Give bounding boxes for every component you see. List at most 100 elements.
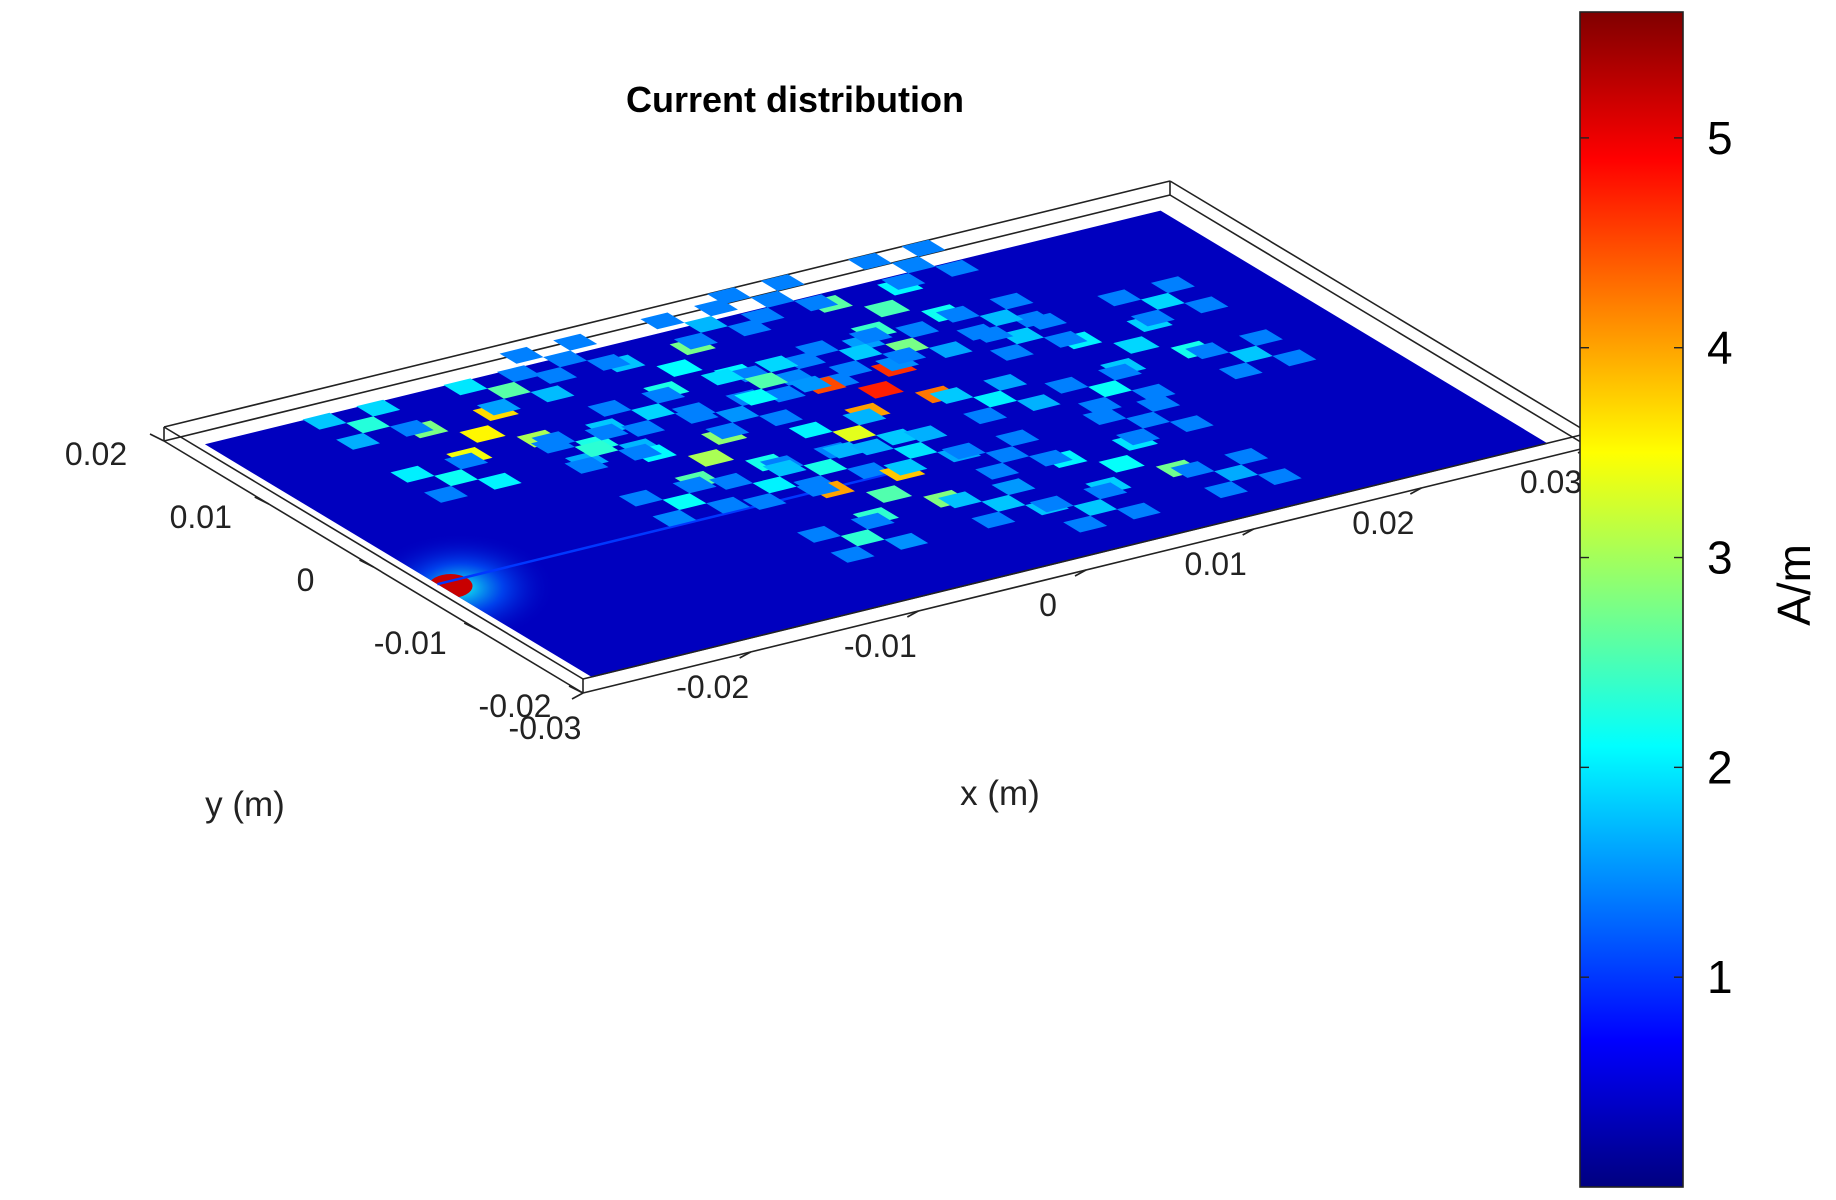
element-cell bbox=[1116, 428, 1160, 446]
element-cell bbox=[760, 274, 805, 291]
element-cell bbox=[389, 419, 434, 437]
element-cell bbox=[497, 365, 541, 383]
box-edge-front bbox=[582, 432, 1590, 680]
element-cell bbox=[1170, 461, 1215, 478]
element-cell bbox=[587, 399, 632, 417]
element-cell bbox=[530, 385, 575, 403]
x-tick bbox=[571, 692, 584, 700]
element-cell bbox=[788, 421, 833, 439]
element-cell bbox=[444, 452, 489, 470]
axis-ticks: -0.03-0.02-0.0100.010.020.03-0.02-0.0100… bbox=[65, 433, 1590, 746]
element-cell bbox=[553, 333, 598, 351]
element-cell bbox=[742, 493, 787, 510]
y-tick-label: -0.02 bbox=[479, 688, 552, 724]
element-cell bbox=[928, 341, 973, 358]
element-cell bbox=[1023, 312, 1067, 330]
element-cell bbox=[840, 529, 885, 547]
element-cell bbox=[641, 386, 686, 404]
chart-title: Current distribution bbox=[626, 79, 964, 120]
element-cell bbox=[673, 332, 718, 350]
element-cell bbox=[618, 443, 663, 461]
element-cell bbox=[838, 343, 883, 361]
element-cell bbox=[706, 496, 751, 514]
y-tick bbox=[568, 685, 584, 694]
element-cell bbox=[715, 405, 760, 423]
element-cell bbox=[971, 511, 1016, 529]
element-cell bbox=[895, 321, 940, 338]
element-cell bbox=[1063, 515, 1108, 533]
element-cell bbox=[969, 326, 1014, 343]
colorbar-tick-label: 1 bbox=[1707, 951, 1733, 1003]
element-cell bbox=[656, 359, 703, 377]
element-cell bbox=[935, 305, 980, 323]
element-cell bbox=[941, 442, 986, 460]
box-edge-back bbox=[163, 426, 584, 680]
element-cell bbox=[1214, 464, 1259, 482]
box-edge-back bbox=[163, 180, 1171, 428]
element-cell bbox=[973, 390, 1018, 408]
y-tick-label: 0.02 bbox=[65, 436, 127, 472]
element-cell bbox=[621, 420, 666, 437]
element-cell bbox=[882, 347, 927, 365]
element-cell bbox=[995, 429, 1040, 447]
element-cell bbox=[1088, 380, 1132, 398]
element-cell bbox=[652, 509, 697, 527]
element-cell bbox=[1184, 296, 1229, 314]
element-cell bbox=[1097, 289, 1142, 307]
colorbar-tick-label: 4 bbox=[1707, 322, 1733, 374]
element-cell bbox=[1185, 342, 1230, 360]
colorbar: 1 2 3 4 5 A/m bbox=[1579, 11, 1820, 1188]
element-cell bbox=[750, 290, 795, 308]
element-cell bbox=[443, 378, 488, 396]
y-tick-label: -0.01 bbox=[374, 625, 447, 661]
element-cell bbox=[884, 532, 929, 550]
element-cell bbox=[893, 442, 938, 459]
x-tick bbox=[739, 651, 752, 659]
element-cell bbox=[1130, 309, 1175, 327]
element-cell bbox=[1218, 362, 1263, 380]
element-cell bbox=[707, 287, 751, 305]
element-cell bbox=[671, 402, 716, 420]
x-tick bbox=[1409, 487, 1422, 495]
x-tick-label: 0 bbox=[1039, 587, 1057, 623]
y-axis-label: y (m) bbox=[205, 785, 285, 824]
element-cell bbox=[865, 485, 913, 503]
y-tick bbox=[359, 559, 374, 568]
x-tick bbox=[1242, 528, 1255, 536]
x-tick-label: 0.01 bbox=[1185, 546, 1247, 582]
box-edge-back bbox=[1169, 194, 1590, 448]
x-tick-label: -0.03 bbox=[509, 710, 582, 746]
element-cell bbox=[935, 259, 980, 277]
x-axis-label: x (m) bbox=[960, 774, 1040, 813]
element-cell bbox=[1126, 411, 1171, 429]
element-cell bbox=[640, 312, 685, 330]
y-tick-label: 0.01 bbox=[170, 499, 232, 535]
element-cell bbox=[795, 340, 839, 358]
element-cell bbox=[849, 438, 894, 456]
element-cell bbox=[533, 367, 578, 384]
y-tick-label: 0 bbox=[297, 562, 315, 598]
element-cell bbox=[979, 309, 1024, 327]
element-cell bbox=[336, 433, 380, 450]
element-cell bbox=[848, 327, 893, 344]
element-cell bbox=[390, 465, 435, 483]
element-cell bbox=[1028, 449, 1073, 467]
element-cell bbox=[846, 462, 891, 480]
colorbar-tick-label: 2 bbox=[1707, 741, 1733, 793]
element-cell bbox=[901, 239, 946, 257]
element-cell bbox=[705, 422, 750, 440]
colorbar-tick-label: 3 bbox=[1707, 532, 1733, 584]
element-cell bbox=[842, 408, 887, 426]
element-cell bbox=[754, 355, 799, 373]
element-cell bbox=[981, 494, 1026, 512]
element-cell bbox=[687, 449, 735, 467]
element-cell bbox=[530, 436, 575, 454]
element-cell bbox=[885, 337, 930, 355]
element-cell bbox=[574, 440, 619, 458]
element-cell bbox=[832, 425, 877, 442]
element-cell bbox=[863, 299, 911, 318]
element-cell bbox=[1029, 495, 1074, 513]
element-cell bbox=[709, 472, 753, 490]
element-cell bbox=[937, 491, 982, 509]
